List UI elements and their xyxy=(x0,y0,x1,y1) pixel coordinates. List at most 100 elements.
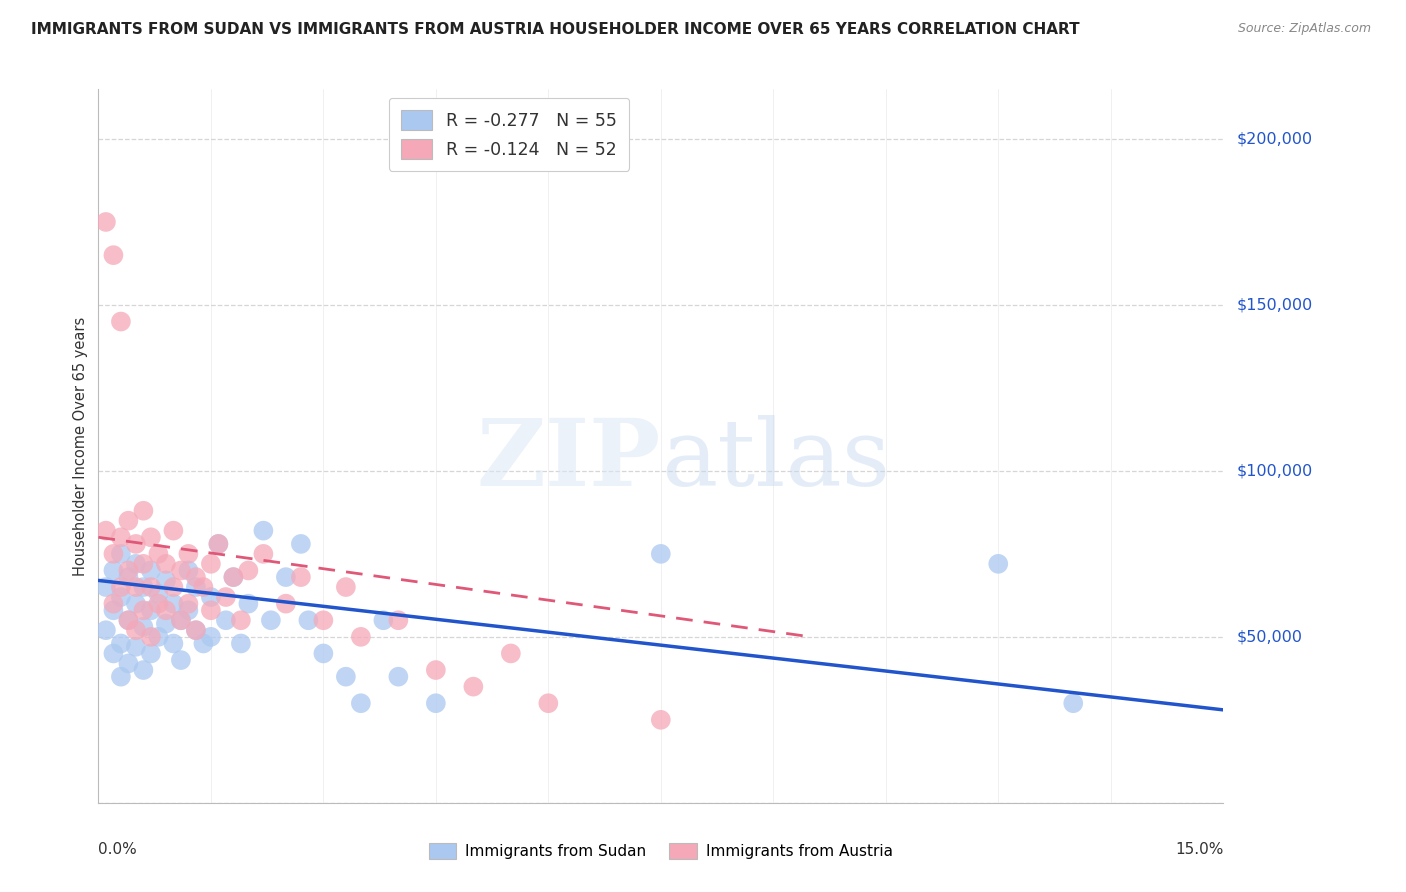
Point xyxy=(125,557,148,571)
Point xyxy=(139,564,162,578)
Point xyxy=(110,580,132,594)
Point xyxy=(117,657,139,671)
Point xyxy=(110,670,132,684)
Point xyxy=(170,613,193,627)
Point xyxy=(132,620,155,634)
Point xyxy=(297,613,319,627)
Point xyxy=(425,696,447,710)
Point xyxy=(177,564,200,578)
Point xyxy=(117,613,139,627)
Point xyxy=(117,514,139,528)
Text: 0.0%: 0.0% xyxy=(98,842,138,857)
Point xyxy=(200,603,222,617)
Point xyxy=(139,580,162,594)
Point xyxy=(229,636,252,650)
Text: IMMIGRANTS FROM SUDAN VS IMMIGRANTS FROM AUSTRIA HOUSEHOLDER INCOME OVER 65 YEAR: IMMIGRANTS FROM SUDAN VS IMMIGRANTS FROM… xyxy=(31,22,1080,37)
Point xyxy=(170,613,193,627)
Point xyxy=(103,248,125,262)
Point xyxy=(155,557,177,571)
Point xyxy=(125,640,148,654)
Point xyxy=(110,314,132,328)
Point xyxy=(125,624,148,638)
Point xyxy=(650,547,672,561)
Point xyxy=(103,597,125,611)
Point xyxy=(238,597,260,611)
Text: $200,000: $200,000 xyxy=(1237,131,1313,146)
Point xyxy=(229,613,252,627)
Point xyxy=(162,636,184,650)
Point xyxy=(132,504,155,518)
Point xyxy=(162,597,184,611)
Point xyxy=(110,590,132,604)
Point xyxy=(170,653,193,667)
Point xyxy=(184,570,207,584)
Legend: Immigrants from Sudan, Immigrants from Austria: Immigrants from Sudan, Immigrants from A… xyxy=(420,835,901,866)
Point xyxy=(184,580,207,594)
Point xyxy=(103,564,125,578)
Point xyxy=(260,613,283,627)
Point xyxy=(350,630,373,644)
Point xyxy=(103,647,125,661)
Point xyxy=(387,613,409,627)
Point xyxy=(103,547,125,561)
Point xyxy=(215,590,238,604)
Point xyxy=(162,580,184,594)
Point xyxy=(110,636,132,650)
Point xyxy=(125,597,148,611)
Point xyxy=(103,603,125,617)
Text: $50,000: $50,000 xyxy=(1237,630,1303,644)
Point xyxy=(94,624,117,638)
Point xyxy=(252,524,274,538)
Point xyxy=(200,630,222,644)
Text: Source: ZipAtlas.com: Source: ZipAtlas.com xyxy=(1237,22,1371,36)
Point xyxy=(312,647,335,661)
Point xyxy=(162,524,184,538)
Point xyxy=(155,616,177,631)
Point xyxy=(139,630,162,644)
Point xyxy=(312,613,335,627)
Point xyxy=(650,713,672,727)
Point xyxy=(207,537,229,551)
Point xyxy=(170,564,193,578)
Point xyxy=(132,663,155,677)
Point xyxy=(125,537,148,551)
Point xyxy=(110,530,132,544)
Point xyxy=(193,636,215,650)
Point xyxy=(117,570,139,584)
Point xyxy=(215,613,238,627)
Point xyxy=(537,696,560,710)
Point xyxy=(117,564,139,578)
Point xyxy=(177,603,200,617)
Point xyxy=(184,624,207,638)
Point xyxy=(94,580,117,594)
Point xyxy=(94,524,117,538)
Point xyxy=(200,590,222,604)
Point xyxy=(238,564,260,578)
Point xyxy=(177,547,200,561)
Point xyxy=(148,630,170,644)
Point xyxy=(463,680,485,694)
Point xyxy=(274,570,297,584)
Point xyxy=(290,537,312,551)
Point xyxy=(193,580,215,594)
Point xyxy=(1062,696,1084,710)
Point xyxy=(139,603,162,617)
Text: $100,000: $100,000 xyxy=(1237,463,1313,478)
Point xyxy=(499,647,522,661)
Point xyxy=(222,570,245,584)
Point xyxy=(335,580,357,594)
Point xyxy=(335,670,357,684)
Point xyxy=(125,580,148,594)
Point xyxy=(184,624,207,638)
Point xyxy=(387,670,409,684)
Point xyxy=(132,557,155,571)
Point xyxy=(350,696,373,710)
Point xyxy=(117,613,139,627)
Text: $150,000: $150,000 xyxy=(1237,297,1313,312)
Point xyxy=(987,557,1010,571)
Point xyxy=(110,547,132,561)
Point xyxy=(177,597,200,611)
Point xyxy=(132,603,155,617)
Point xyxy=(148,597,170,611)
Point xyxy=(132,580,155,594)
